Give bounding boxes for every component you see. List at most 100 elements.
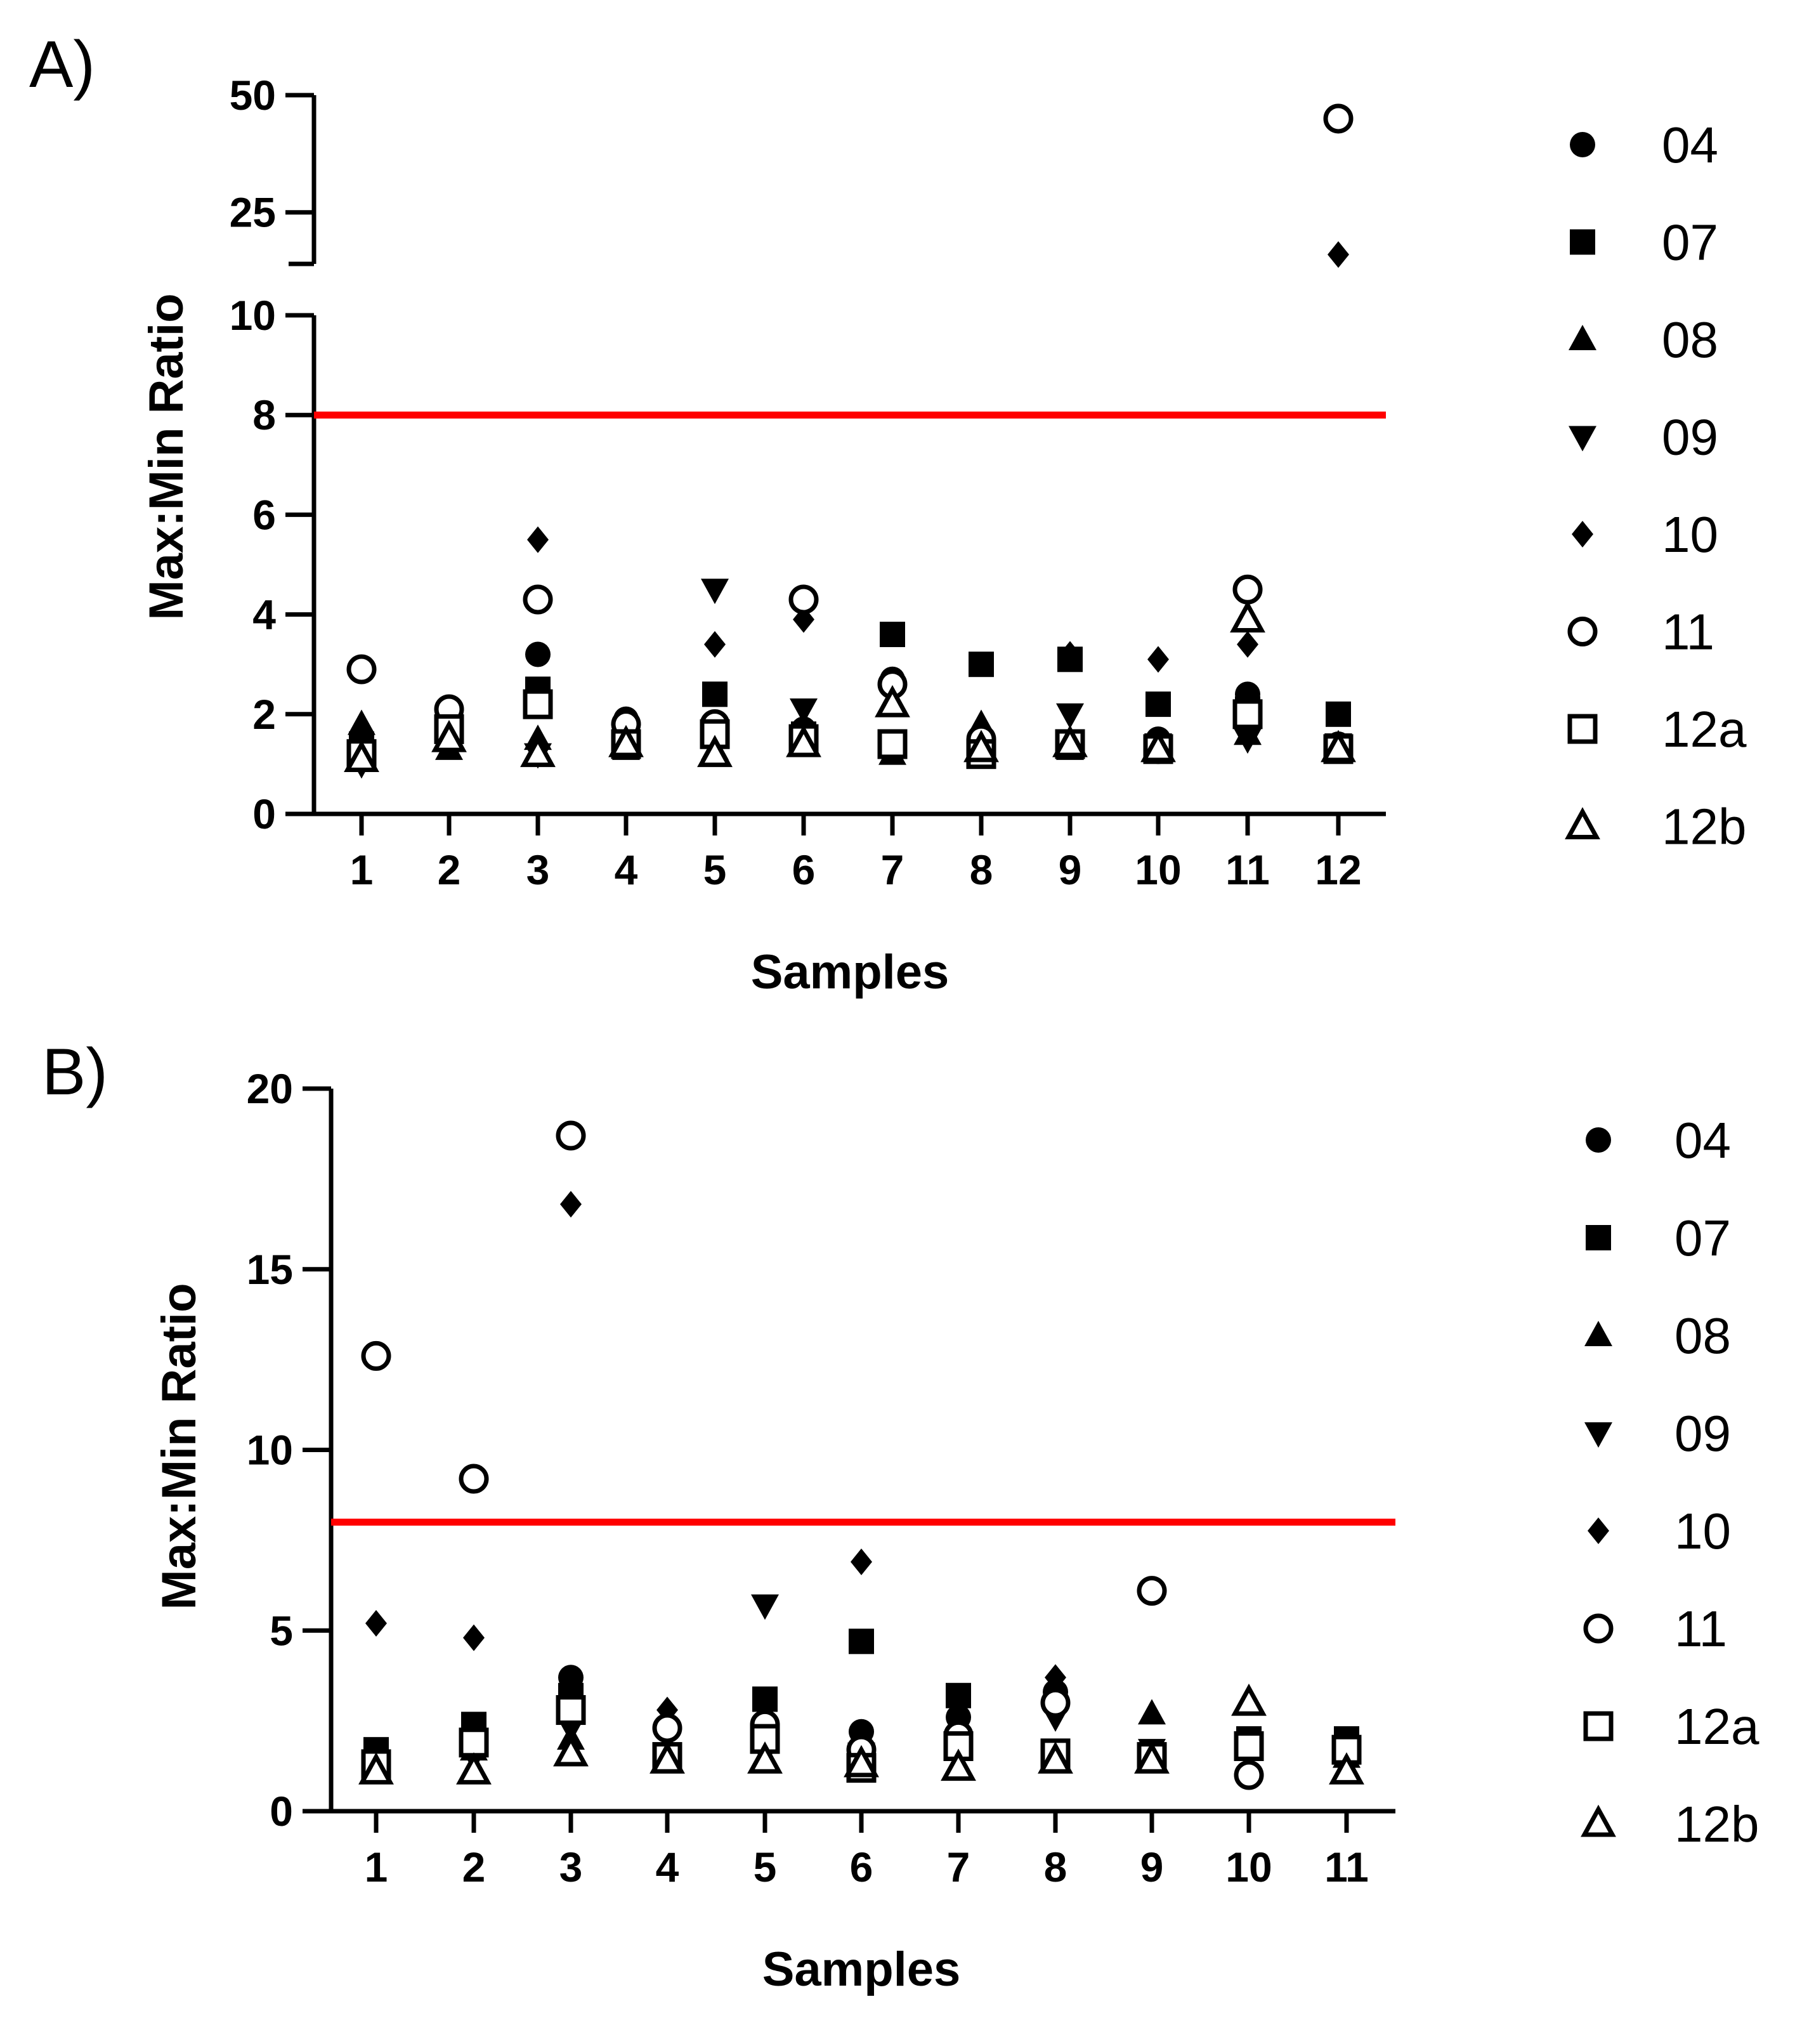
panel-b-x-tick-label: 9 [1140, 1844, 1164, 1890]
panel-b-x-tick-label: 10 [1225, 1844, 1272, 1890]
panel-b-point-series-12b [358, 1752, 394, 1785]
panel-b-x-tick-label: 8 [1044, 1844, 1067, 1890]
panel-b-legend-label: 11 [1674, 1601, 1727, 1657]
panel-b-point-series-12b [1134, 1741, 1170, 1774]
panel-b-point-series-12b [1038, 1741, 1073, 1774]
panel-a-x-tick-label: 4 [615, 846, 638, 893]
panel-b-legend-label: 04 [1674, 1112, 1731, 1169]
panel-a-x-tick-label: 11 [1225, 846, 1270, 893]
panel-b-point-series-12a [556, 1695, 586, 1726]
panel-a-x-tick-label: 7 [881, 846, 904, 893]
panel-b-point-series-11 [1137, 1576, 1167, 1606]
panel-b-legend-marker-08 [1584, 1321, 1612, 1346]
panel-a-point-series-12b [1321, 730, 1356, 763]
panel-b-point-series-12b [747, 1741, 783, 1774]
panel-a-y-tick-label: 50 [230, 72, 276, 119]
panel-b-legend-label: 09 [1674, 1405, 1731, 1462]
panel-a-point-series-10 [1059, 641, 1081, 668]
panel-b-legend-label: 12a [1674, 1698, 1759, 1755]
panel-b-legend-marker-11 [1583, 1613, 1614, 1644]
panel-b-legend-label: 08 [1674, 1307, 1731, 1364]
panel-b-y-tick-label: 10 [247, 1427, 293, 1474]
panel-a-point-series-09 [790, 698, 818, 724]
panel-b-legend-marker-12b [1581, 1804, 1616, 1837]
panel-a-point-series-07 [880, 622, 905, 648]
panel-b-legend-marker-12a [1583, 1711, 1614, 1741]
panel-a-point-series-12a [523, 689, 553, 719]
panel-b-point-series-11 [556, 1120, 586, 1151]
panel-b-point-series-12b [941, 1748, 976, 1781]
panel-a-point-series-12b [431, 719, 467, 752]
panel-b-point-series-11 [361, 1340, 391, 1371]
panel-b-point-series-10 [560, 1191, 582, 1218]
panel-a-point-series-12b [520, 735, 556, 768]
panel-a-legend-label: 11 [1662, 604, 1714, 660]
panel-b-x-tick-label: 2 [462, 1844, 486, 1890]
panel-b-point-series-12b [844, 1745, 879, 1778]
panel-a-x-tick-label: 12 [1315, 846, 1361, 893]
panel-a-x-tick-label: 8 [970, 846, 993, 893]
panel-b-x-tick-label: 1 [365, 1844, 388, 1890]
panel-a-legend-marker-09 [1569, 426, 1596, 452]
panel-b-x-axis-title: Samples [762, 1942, 961, 1996]
panel-a-legend-marker-04 [1570, 132, 1595, 157]
panel-b-point-series-07 [849, 1628, 874, 1654]
panel-b-legend-label: 12b [1674, 1796, 1759, 1852]
panel-a-point-series-09 [1056, 703, 1084, 729]
panel-b-y-tick-label: 15 [247, 1246, 293, 1293]
panel-a-x-axis-title: Samples [751, 945, 950, 999]
panel-a-legend-label: 07 [1662, 214, 1718, 271]
panel-a-point-series-07 [1146, 691, 1171, 717]
panel-b-point-series-10 [365, 1609, 387, 1637]
panel-a-x-tick-label: 1 [350, 846, 374, 893]
panel-b-legend-label: 10 [1674, 1503, 1731, 1559]
panel-b-legend-label: 07 [1674, 1210, 1731, 1266]
panel-b-point-series-11 [1040, 1687, 1071, 1718]
panel-a-point-series-12b [786, 724, 821, 757]
panel-a-point-series-12b [344, 740, 379, 773]
panel-a-point-series-11 [523, 584, 553, 615]
panel-a-y-tick-label: 25 [230, 189, 276, 236]
panel-a-point-series-07 [969, 652, 994, 678]
panel-b-point-series-11 [459, 1464, 489, 1494]
panel-a-x-tick-label: 2 [438, 846, 461, 893]
panel-a-point-series-10 [1237, 631, 1258, 658]
panel-b-point-series-07 [946, 1682, 971, 1708]
panel-a-point-series-11 [1232, 574, 1263, 605]
panel-a-point-series-11 [1323, 103, 1354, 134]
panel-a-point-series-11 [346, 654, 377, 685]
panel-a-label: A) [29, 28, 95, 102]
panel-b-point-series-12a [1234, 1731, 1264, 1761]
panel-a-point-series-12b [608, 724, 644, 757]
panel-b-point-series-12b [1329, 1752, 1364, 1785]
panel-a-y-tick-label: 10 [230, 292, 276, 339]
panel-b-point-series-11 [1234, 1760, 1264, 1790]
panel-b-label: B) [42, 1035, 108, 1109]
panel-a-y-tick-label: 0 [252, 790, 276, 837]
panel-b-legend-marker-07 [1586, 1225, 1611, 1250]
panel-b-point-series-11 [652, 1713, 682, 1743]
panel-a-legend-marker-08 [1569, 325, 1596, 350]
panel-a-point-series-07 [1326, 701, 1351, 727]
panel-b-point-series-12b [1231, 1683, 1267, 1716]
panel-b-y-axis-title: Max:Min Ratio [152, 1283, 206, 1609]
panel-a-y-tick-label: 8 [252, 391, 276, 438]
panel-a-point-series-12b [697, 735, 733, 768]
panel-b-x-tick-label: 6 [850, 1844, 873, 1890]
panel-b-point-series-09 [751, 1594, 779, 1620]
panel-b-point-series-12a [750, 1724, 780, 1754]
panel-a-point-series-04 [525, 641, 551, 667]
panel-b-legend-marker-09 [1584, 1422, 1612, 1448]
panel-b-x-tick-label: 5 [754, 1844, 777, 1890]
panel-a-y-tick-label: 6 [252, 491, 276, 538]
panel-b-point-series-10 [463, 1624, 485, 1651]
panel-a-point-series-11 [788, 584, 819, 615]
panel-a-legend-marker-10 [1572, 521, 1593, 547]
panel-b-legend-marker-10 [1588, 1517, 1609, 1544]
panel-a-point-series-09 [701, 579, 729, 605]
panel-a-point-series-10 [704, 631, 726, 658]
panel-a-legend-label: 09 [1662, 409, 1718, 466]
panel-b-point-series-10 [851, 1549, 872, 1576]
panel-a-point-series-10 [1328, 241, 1349, 268]
panel-a-legend-label: 10 [1662, 506, 1718, 563]
